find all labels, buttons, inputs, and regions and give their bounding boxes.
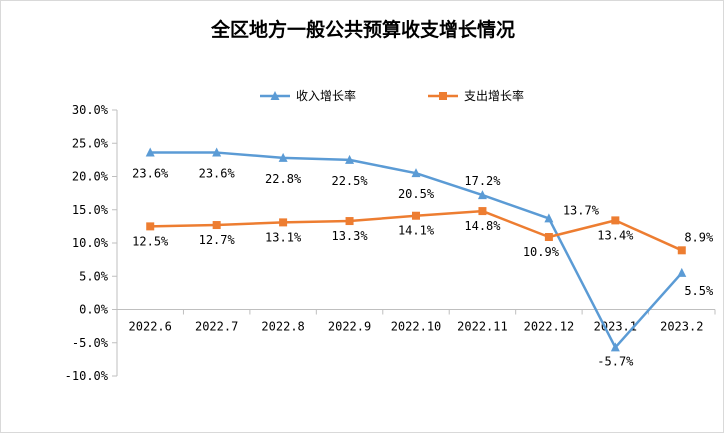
data-point <box>544 233 553 242</box>
y-tick-label: -5.0% <box>72 336 109 350</box>
x-tick-label: 2022.12 <box>524 320 575 334</box>
data-point <box>677 246 686 255</box>
data-label: 8.9% <box>684 230 714 244</box>
y-tick-label: -10.0% <box>65 369 109 383</box>
series-line-1 <box>150 151 683 349</box>
data-point <box>610 342 620 352</box>
legend-marker-1 <box>270 91 280 100</box>
data-label: -5.7% <box>597 354 634 368</box>
data-point <box>478 207 487 216</box>
data-label: 5.5% <box>684 284 714 298</box>
x-tick-label: 2022.6 <box>129 320 172 334</box>
data-point <box>345 217 354 226</box>
data-point <box>477 190 487 200</box>
x-tick-label: 2022.7 <box>195 320 238 334</box>
data-point <box>544 213 554 223</box>
data-label: 12.5% <box>132 234 169 248</box>
y-tick-label: 10.0% <box>72 236 109 250</box>
data-point <box>411 168 421 178</box>
chart-title: 全区地方一般公共预算收支增长情况 <box>210 19 515 41</box>
data-label: 10.9% <box>523 245 560 259</box>
data-label: 17.2% <box>464 174 501 188</box>
x-tick-label: 2022.11 <box>457 320 508 334</box>
x-tick-label: 2022.10 <box>391 320 442 334</box>
y-tick-label: 5.0% <box>79 269 109 283</box>
data-label: 22.5% <box>331 174 368 188</box>
y-tick-label: 25.0% <box>72 136 109 150</box>
data-label: 22.8% <box>265 172 302 186</box>
data-point <box>278 152 288 162</box>
data-label: 23.6% <box>132 167 169 181</box>
data-point <box>279 218 288 227</box>
data-point <box>212 221 221 230</box>
data-point <box>677 267 687 277</box>
data-point <box>345 154 355 164</box>
data-label: 14.1% <box>398 224 435 238</box>
data-point <box>412 211 420 220</box>
data-label: 13.3% <box>331 229 368 243</box>
data-point <box>611 216 620 225</box>
legend-label-1: 收入增长率 <box>296 88 356 103</box>
y-tick-label: 0.0% <box>79 303 109 317</box>
x-tick-label: 2023.2 <box>660 320 703 334</box>
x-tick-label: 2022.9 <box>328 320 371 334</box>
y-tick-label: 15.0% <box>72 203 109 217</box>
data-label: 12.7% <box>199 233 236 247</box>
y-tick-label: 20.0% <box>72 170 109 184</box>
x-tick-label: 2023.1 <box>594 320 637 334</box>
data-label: 20.5% <box>398 187 435 201</box>
data-label: 23.6% <box>199 167 236 181</box>
y-tick-label: 30.0% <box>72 103 109 117</box>
data-label: 13.7% <box>563 203 600 217</box>
data-label: 13.4% <box>597 228 634 242</box>
data-point <box>212 147 222 157</box>
data-label: 14.8% <box>464 219 501 233</box>
data-label: 13.1% <box>265 230 302 244</box>
legend-label-2: 支出增长率 <box>464 88 524 103</box>
data-point <box>146 222 155 231</box>
data-point <box>145 147 155 157</box>
x-tick-label: 2022.8 <box>261 320 304 334</box>
legend-marker-2 <box>439 92 447 100</box>
